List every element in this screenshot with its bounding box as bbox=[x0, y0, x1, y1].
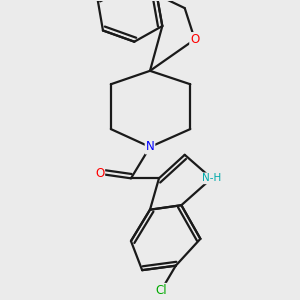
Text: N: N bbox=[146, 140, 154, 154]
Text: N-H: N-H bbox=[202, 173, 221, 183]
Text: O: O bbox=[95, 167, 104, 180]
Text: Cl: Cl bbox=[155, 284, 167, 297]
Text: O: O bbox=[190, 33, 200, 46]
